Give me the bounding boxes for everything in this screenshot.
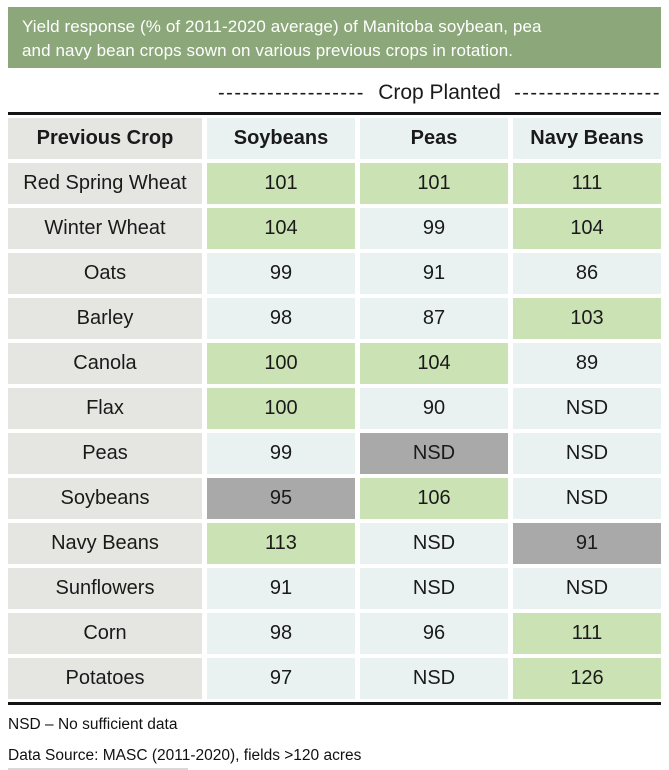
- column-header-previous-crop: Previous Crop: [8, 118, 202, 159]
- row-label-soybeans: Soybeans: [8, 478, 202, 519]
- dash-rule-right: ------------------: [514, 81, 661, 104]
- column-header-peas: Peas: [360, 118, 508, 159]
- value-cell-canola-soybeans: 100: [207, 343, 355, 384]
- value-cell-peas-peas: NSD: [360, 433, 508, 474]
- value-cell-navy-beans-peas: NSD: [360, 523, 508, 564]
- value-cell-soybeans-peas: 106: [360, 478, 508, 519]
- title-banner-line-1: Yield response (% of 2011-2020 average) …: [22, 17, 542, 36]
- nsd-footnote: NSD – No sufficient data: [8, 716, 178, 733]
- value-cell-peas-navy-beans: NSD: [513, 433, 661, 474]
- value-cell-potatoes-peas: NSD: [360, 658, 508, 699]
- value-cell-sunflowers-soybeans: 91: [207, 568, 355, 609]
- value-cell-potatoes-navy-beans: 126: [513, 658, 661, 699]
- row-label-winter-wheat: Winter Wheat: [8, 208, 202, 249]
- title-banner: Yield response (% of 2011-2020 average) …: [8, 7, 661, 68]
- value-cell-corn-soybeans: 98: [207, 613, 355, 654]
- value-cell-corn-navy-beans: 111: [513, 613, 661, 654]
- value-cell-oats-soybeans: 99: [207, 253, 355, 294]
- row-label-sunflowers: Sunflowers: [8, 568, 202, 609]
- value-cell-barley-peas: 87: [360, 298, 508, 339]
- value-cell-flax-peas: 90: [360, 388, 508, 429]
- value-cell-navy-beans-navy-beans: 91: [513, 523, 661, 564]
- value-cell-sunflowers-navy-beans: NSD: [513, 568, 661, 609]
- value-cell-winter-wheat-peas: 99: [360, 208, 508, 249]
- value-cell-red-spring-wheat-navy-beans: 111: [513, 163, 661, 204]
- value-cell-flax-navy-beans: NSD: [513, 388, 661, 429]
- value-cell-oats-peas: 91: [360, 253, 508, 294]
- value-cell-potatoes-soybeans: 97: [207, 658, 355, 699]
- value-cell-flax-soybeans: 100: [207, 388, 355, 429]
- value-cell-oats-navy-beans: 86: [513, 253, 661, 294]
- value-cell-barley-navy-beans: 103: [513, 298, 661, 339]
- row-label-potatoes: Potatoes: [8, 658, 202, 699]
- value-cell-corn-peas: 96: [360, 613, 508, 654]
- column-header-soybeans: Soybeans: [207, 118, 355, 159]
- value-cell-peas-soybeans: 99: [207, 433, 355, 474]
- row-label-red-spring-wheat: Red Spring Wheat: [8, 163, 202, 204]
- value-cell-soybeans-navy-beans: NSD: [513, 478, 661, 519]
- bottom-edge-line: [8, 768, 188, 770]
- value-cell-barley-soybeans: 98: [207, 298, 355, 339]
- value-cell-canola-navy-beans: 89: [513, 343, 661, 384]
- value-cell-canola-peas: 104: [360, 343, 508, 384]
- value-cell-soybeans-soybeans: 95: [207, 478, 355, 519]
- crop-planted-label: Crop Planted: [378, 81, 501, 104]
- row-label-barley: Barley: [8, 298, 202, 339]
- row-label-flax: Flax: [8, 388, 202, 429]
- yield-response-table: Previous Crop Soybeans Peas Navy Beans R…: [8, 112, 661, 705]
- row-label-corn: Corn: [8, 613, 202, 654]
- data-source-footnote: Data Source: MASC (2011-2020), fields >1…: [8, 747, 362, 764]
- row-label-navy-beans: Navy Beans: [8, 523, 202, 564]
- row-label-canola: Canola: [8, 343, 202, 384]
- value-cell-red-spring-wheat-peas: 101: [360, 163, 508, 204]
- title-banner-line-2: and navy bean crops sown on various prev…: [22, 41, 514, 61]
- dash-rule-left: ------------------: [218, 81, 365, 104]
- row-label-peas: Peas: [8, 433, 202, 474]
- row-label-oats: Oats: [8, 253, 202, 294]
- value-cell-red-spring-wheat-soybeans: 101: [207, 163, 355, 204]
- value-cell-winter-wheat-navy-beans: 104: [513, 208, 661, 249]
- value-cell-sunflowers-peas: NSD: [360, 568, 508, 609]
- column-header-navy-beans: Navy Beans: [513, 118, 661, 159]
- crop-planted-heading: ------------------ Crop Planted --------…: [218, 78, 661, 108]
- value-cell-navy-beans-soybeans: 113: [207, 523, 355, 564]
- value-cell-winter-wheat-soybeans: 104: [207, 208, 355, 249]
